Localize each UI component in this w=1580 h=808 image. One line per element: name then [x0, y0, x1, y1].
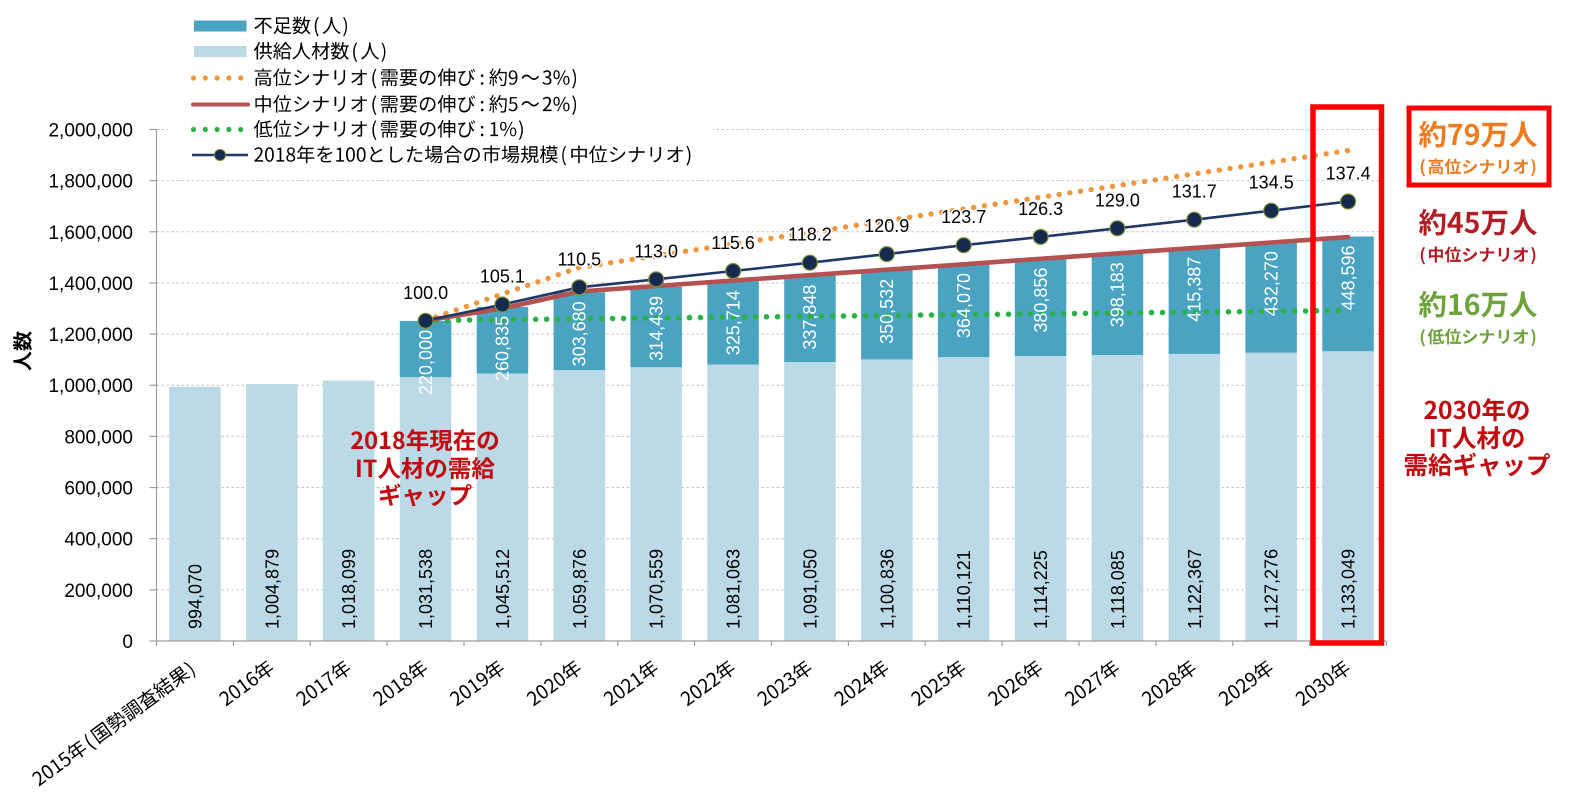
svg-text:800,000: 800,000	[64, 427, 133, 448]
svg-text:260,835: 260,835	[493, 316, 513, 381]
svg-text:1,018,099: 1,018,099	[339, 549, 359, 629]
svg-text:1,004,879: 1,004,879	[262, 549, 282, 629]
svg-text:1,100,836: 1,100,836	[877, 549, 897, 629]
svg-text:134.5: 134.5	[1249, 173, 1294, 193]
svg-text:303,680: 303,680	[570, 301, 590, 366]
svg-text:398,183: 398,183	[1108, 262, 1128, 327]
svg-text:432,270: 432,270	[1261, 251, 1281, 316]
svg-text:1,091,050: 1,091,050	[800, 549, 820, 629]
svg-text:129.0: 129.0	[1095, 190, 1140, 210]
svg-text:2,000,000: 2,000,000	[48, 121, 133, 142]
svg-text:1,122,367: 1,122,367	[1185, 549, 1205, 629]
svg-text:100.0: 100.0	[403, 283, 448, 303]
svg-text:1,031,538: 1,031,538	[416, 549, 436, 629]
svg-text:126.3: 126.3	[1018, 199, 1063, 219]
svg-text:1,400,000: 1,400,000	[48, 274, 133, 295]
svg-text:0: 0	[122, 632, 133, 653]
svg-text:337,848: 337,848	[800, 285, 820, 350]
svg-text:1,127,276: 1,127,276	[1262, 549, 1282, 629]
svg-text:1,133,049: 1,133,049	[1339, 549, 1359, 629]
svg-text:364,070: 364,070	[954, 273, 974, 338]
svg-text:415,387: 415,387	[1185, 257, 1205, 322]
svg-text:1,081,063: 1,081,063	[724, 549, 744, 629]
svg-text:1,118,085: 1,118,085	[1108, 550, 1128, 629]
svg-text:131.7: 131.7	[1172, 182, 1217, 202]
svg-text:994,070: 994,070	[185, 564, 205, 629]
svg-text:350,532: 350,532	[877, 279, 897, 344]
svg-text:1,000,000: 1,000,000	[48, 376, 133, 397]
svg-text:118.2: 118.2	[788, 225, 832, 245]
svg-text:1,800,000: 1,800,000	[48, 172, 133, 193]
svg-text:137.4: 137.4	[1326, 164, 1371, 184]
svg-text:110.5: 110.5	[557, 249, 601, 269]
svg-text:314,439: 314,439	[646, 296, 666, 361]
svg-text:1,045,512: 1,045,512	[493, 549, 513, 629]
svg-text:115.6: 115.6	[711, 233, 755, 253]
svg-text:1,200,000: 1,200,000	[48, 325, 133, 346]
svg-text:600,000: 600,000	[64, 479, 133, 500]
svg-text:1,114,225: 1,114,225	[1031, 550, 1051, 629]
svg-text:123.7: 123.7	[941, 207, 986, 227]
svg-text:1,059,876: 1,059,876	[570, 549, 590, 629]
svg-text:200,000: 200,000	[64, 581, 133, 602]
svg-text:1,600,000: 1,600,000	[48, 223, 133, 244]
svg-text:1,070,559: 1,070,559	[647, 549, 667, 629]
svg-text:325,714: 325,714	[723, 290, 743, 355]
svg-text:448,596: 448,596	[1338, 246, 1358, 311]
svg-text:120.9: 120.9	[864, 216, 909, 236]
svg-text:105.1: 105.1	[480, 267, 525, 287]
svg-text:380,856: 380,856	[1031, 268, 1051, 333]
svg-text:220,000: 220,000	[416, 330, 436, 395]
svg-text:113.0: 113.0	[634, 241, 678, 261]
svg-text:400,000: 400,000	[64, 530, 133, 551]
svg-text:1,110,121: 1,110,121	[954, 550, 974, 629]
